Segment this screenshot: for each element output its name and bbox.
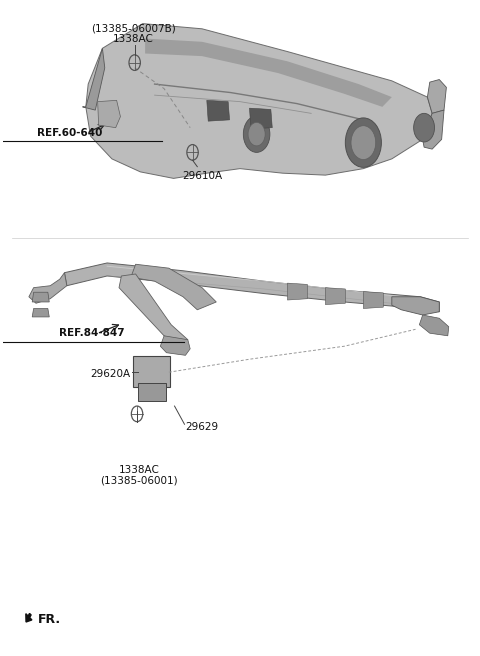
Polygon shape xyxy=(423,110,444,149)
Text: REF.60-640: REF.60-640 xyxy=(36,128,102,138)
Circle shape xyxy=(351,126,376,159)
Text: (13385-06007B): (13385-06007B) xyxy=(91,24,176,34)
Polygon shape xyxy=(288,283,307,300)
Polygon shape xyxy=(392,297,439,315)
Polygon shape xyxy=(250,108,272,129)
Text: 29610A: 29610A xyxy=(182,171,222,180)
Text: 1338AC: 1338AC xyxy=(113,33,154,44)
Text: FR.: FR. xyxy=(37,613,60,626)
Circle shape xyxy=(345,118,382,167)
Polygon shape xyxy=(64,263,439,312)
FancyBboxPatch shape xyxy=(133,356,170,387)
Text: (13385-06001): (13385-06001) xyxy=(101,475,178,485)
Circle shape xyxy=(248,123,265,146)
FancyBboxPatch shape xyxy=(137,382,166,401)
Text: 29629: 29629 xyxy=(185,422,218,432)
Polygon shape xyxy=(97,100,120,128)
FancyArrow shape xyxy=(26,613,32,622)
Polygon shape xyxy=(32,292,49,302)
Text: 1338AC: 1338AC xyxy=(119,465,160,475)
Circle shape xyxy=(414,113,434,142)
Polygon shape xyxy=(427,79,446,113)
Polygon shape xyxy=(32,308,49,317)
Circle shape xyxy=(243,116,270,152)
Polygon shape xyxy=(83,49,105,110)
Polygon shape xyxy=(160,336,190,356)
Polygon shape xyxy=(131,264,216,310)
Polygon shape xyxy=(325,288,345,304)
Polygon shape xyxy=(207,100,229,121)
Polygon shape xyxy=(363,291,384,308)
Polygon shape xyxy=(86,24,432,178)
Polygon shape xyxy=(29,273,67,303)
Polygon shape xyxy=(145,39,392,107)
Text: 29620A: 29620A xyxy=(90,369,130,379)
Polygon shape xyxy=(119,274,188,349)
Text: REF.84-847: REF.84-847 xyxy=(59,328,125,338)
Polygon shape xyxy=(420,315,449,336)
